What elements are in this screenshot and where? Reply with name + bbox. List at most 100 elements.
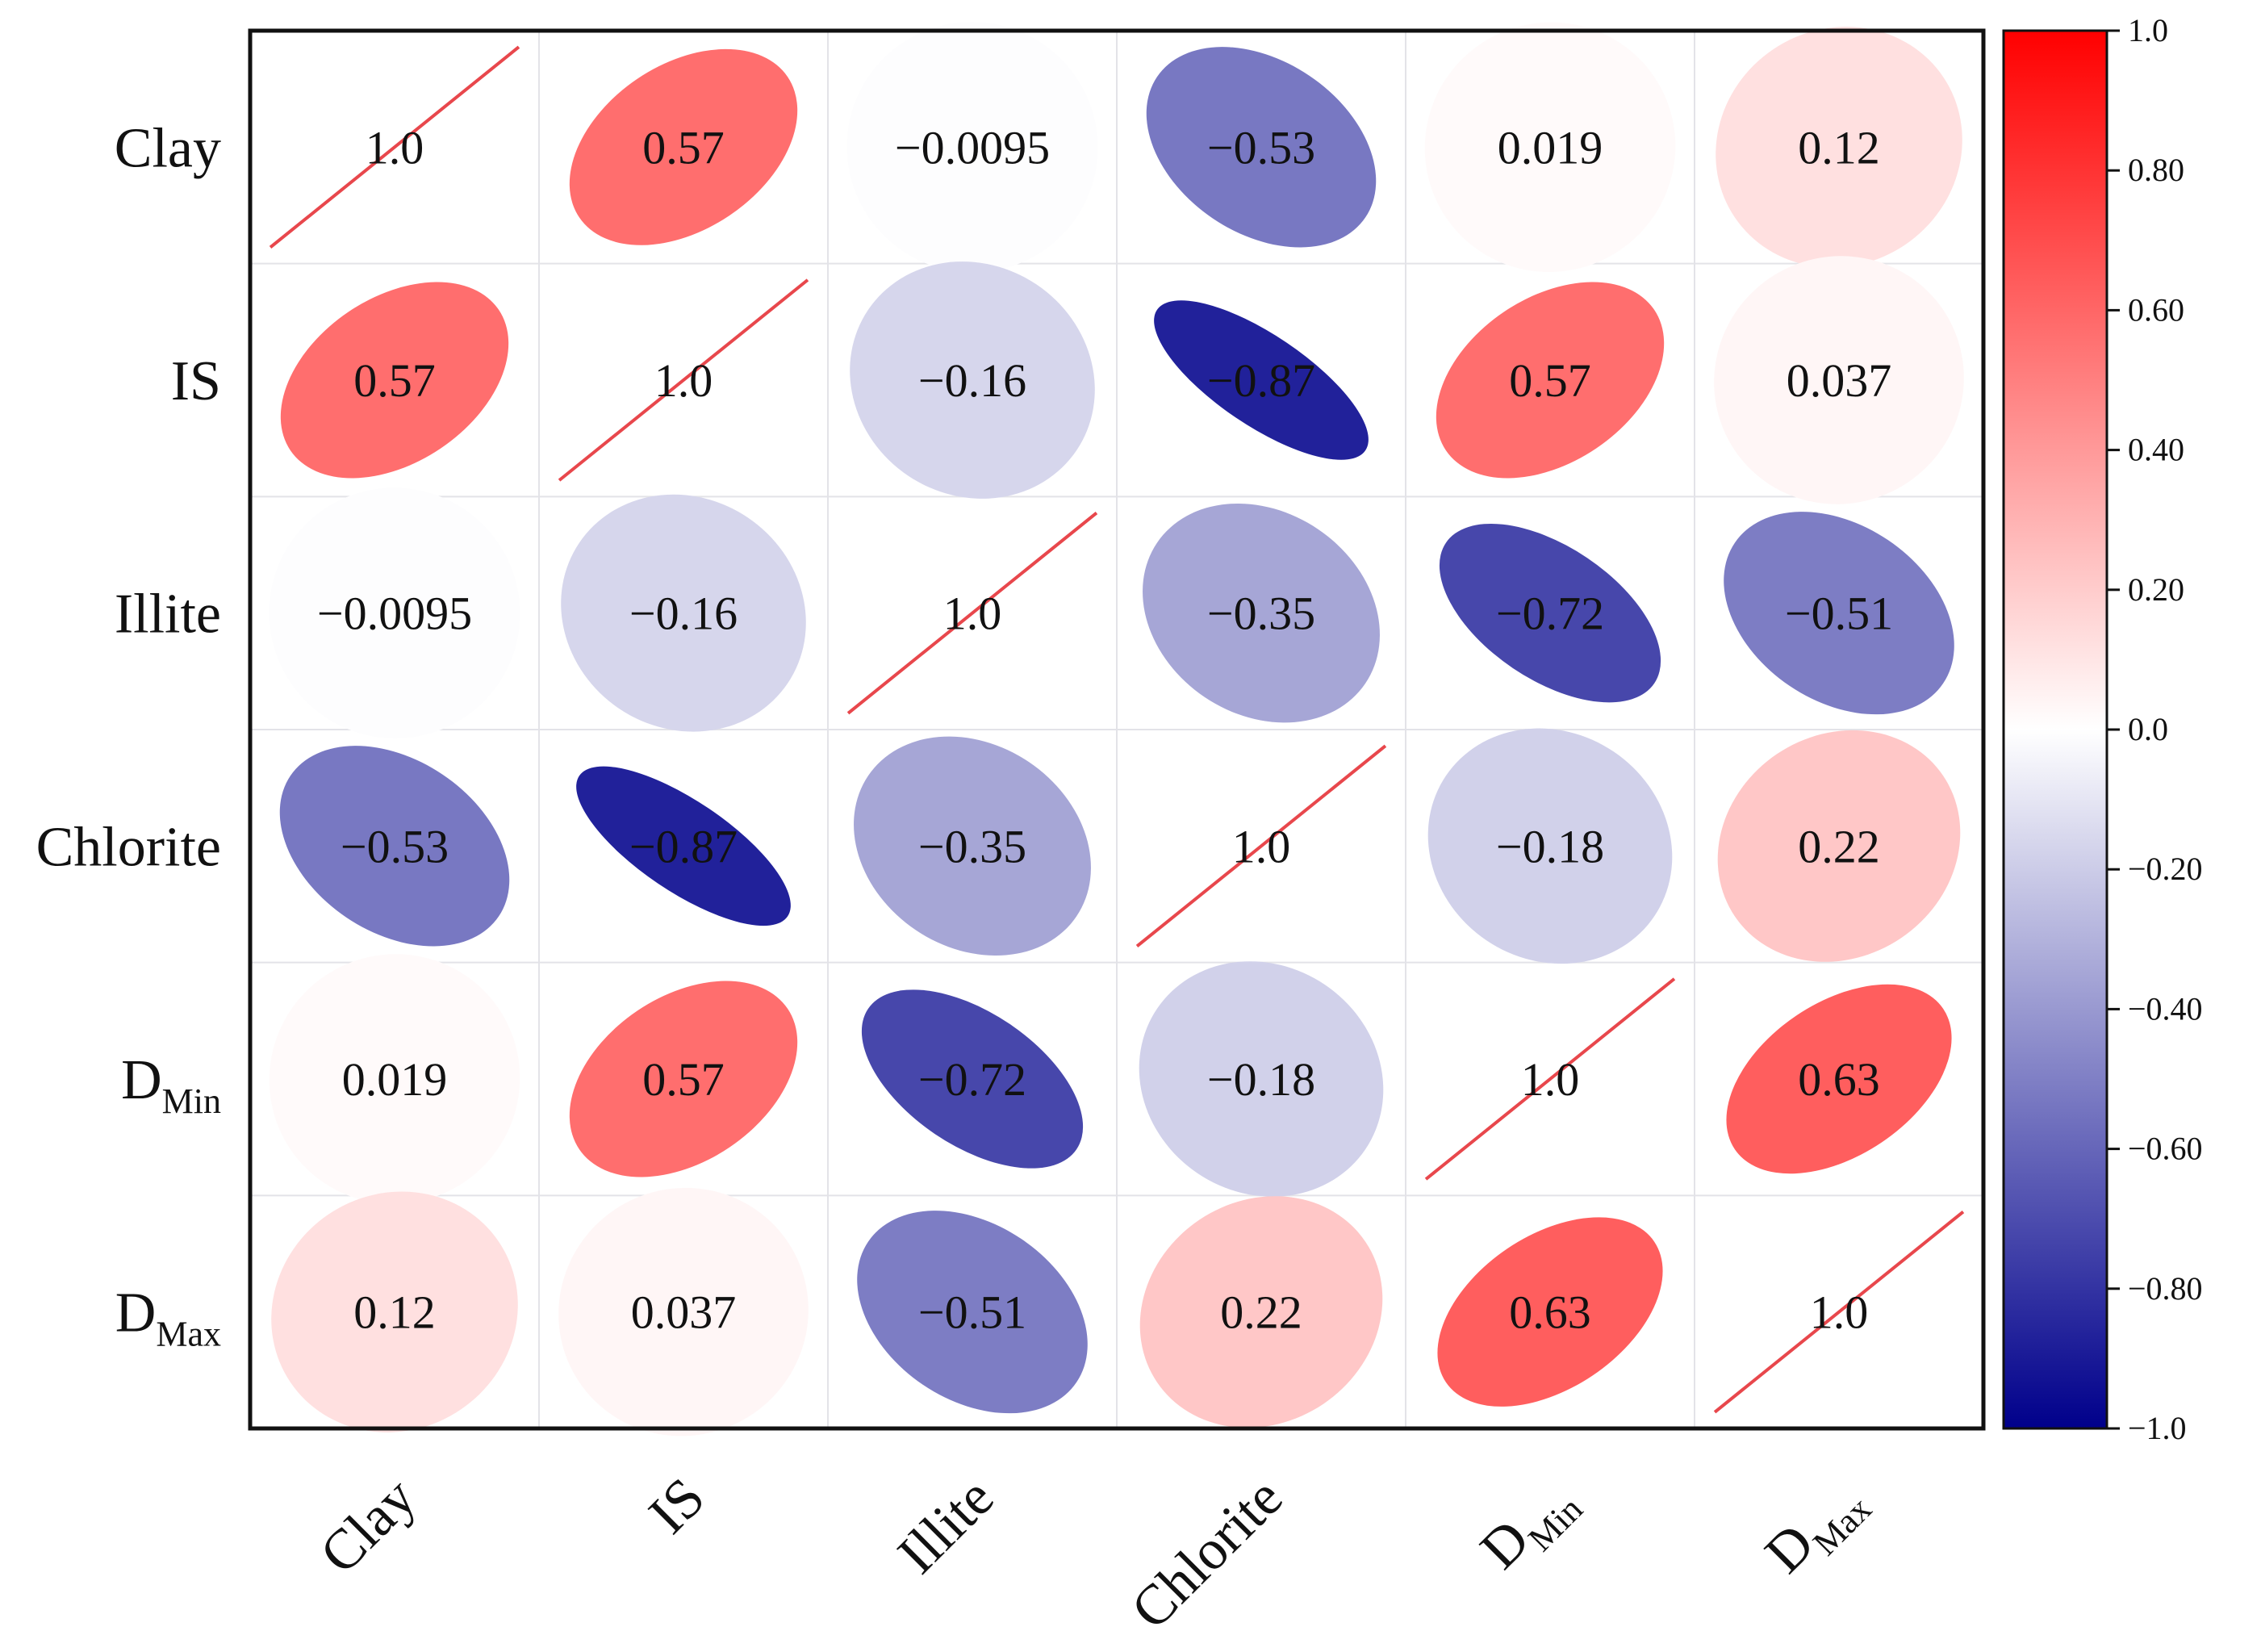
cell-value-label: 0.12 — [353, 1286, 436, 1339]
cell-value-label: 1.0 — [1810, 1286, 1869, 1339]
correlation-ellipse — [561, 494, 806, 732]
correlation-ellipse — [269, 954, 520, 1204]
colorbar-tick-label: 0.80 — [2128, 152, 2184, 188]
correlation-ellipse — [854, 736, 1091, 956]
matrix-cell: 0.57 — [280, 282, 509, 479]
cell-value-label: −0.16 — [918, 354, 1026, 407]
cell-value-label: −0.72 — [918, 1053, 1026, 1106]
correlation-ellipse — [1439, 523, 1661, 703]
cell-value-label: 0.57 — [1509, 354, 1591, 407]
colorbar-tick-label: 0.0 — [2128, 711, 2168, 747]
matrix-cell: −0.51 — [857, 1211, 1088, 1414]
diagonal-line — [1135, 744, 1387, 948]
cell-value-label: 0.57 — [353, 354, 436, 407]
colorbar: 1.0 0.80 0.60 0.40 0.20 0.0 −0.20 −0.40 −0.60 −0.… — [2002, 12, 2203, 1446]
correlation-ellipse — [576, 766, 791, 926]
correlation-ellipse — [269, 487, 520, 738]
correlation-ellipse — [1427, 728, 1673, 964]
correlation-ellipse — [1437, 1217, 1663, 1407]
cell-value-label: 0.63 — [1509, 1286, 1591, 1339]
matrix-cell: −0.35 — [854, 736, 1091, 956]
cell-value-label: 0.57 — [642, 121, 725, 174]
correlation-ellipse — [850, 261, 1095, 499]
diagonal-line — [1713, 1210, 1965, 1414]
cell-value-label: −0.87 — [629, 820, 738, 872]
y-axis-label: Illite — [115, 583, 221, 646]
colorbar-tick-label: −1.0 — [2128, 1410, 2187, 1446]
cell-value-label: 1.0 — [1232, 820, 1291, 872]
matrix-cell: −0.53 — [279, 746, 510, 947]
correlation-ellipse — [1139, 1196, 1383, 1428]
cell-value-label: −0.35 — [1207, 588, 1315, 640]
x-axis-label: Illite — [886, 1466, 1005, 1586]
matrix-cell: 1.0 — [1135, 744, 1387, 948]
y-axis-label: DMin — [121, 1049, 221, 1121]
cell-value-label: 1.0 — [1521, 1053, 1580, 1106]
y-axis-label: Clay — [115, 117, 221, 179]
correlation-ellipse — [1154, 300, 1369, 460]
cell-value-label: −0.53 — [341, 820, 449, 872]
x-axis-label: IS — [637, 1466, 717, 1545]
matrix-cell: 1.0 — [1424, 977, 1676, 1181]
matrix-cell: 0.22 — [1717, 730, 1961, 962]
cell-value-label: 1.0 — [654, 354, 713, 407]
colorbar-tick-label: −0.20 — [2128, 851, 2203, 887]
matrix-cell: 0.57 — [569, 48, 798, 245]
matrix-cell: 0.63 — [1437, 1217, 1663, 1407]
cell-value-label: −0.35 — [918, 820, 1026, 872]
cell-value-label: −0.18 — [1207, 1053, 1315, 1106]
cell-value-label: 1.0 — [366, 121, 424, 174]
correlation-ellipse — [1436, 282, 1665, 479]
correlation-ellipse — [271, 1191, 518, 1432]
x-axis-labels: Clay IS Illite Chlorite DMin DMax — [308, 1466, 1879, 1642]
correlation-ellipse — [1726, 984, 1952, 1174]
matrix-cell: 1.0 — [558, 278, 809, 482]
correlation-ellipse — [1146, 47, 1377, 248]
correlation-ellipse — [1424, 22, 1676, 273]
matrix-cell: −0.51 — [1724, 512, 1954, 715]
matrix-cell: 0.12 — [1716, 27, 1962, 268]
matrix-cell: −0.0095 — [269, 487, 520, 738]
correlation-ellipse — [861, 989, 1084, 1169]
y-axis-label: IS — [171, 350, 221, 412]
matrix-cell: 1.0 — [846, 511, 1098, 715]
matrix-cell: 0.57 — [1436, 282, 1665, 479]
colorbar-gradient — [2002, 29, 2108, 1430]
diagonal-line — [269, 45, 520, 249]
cell-value-label: 0.037 — [631, 1286, 737, 1339]
correlation-ellipse — [279, 746, 510, 947]
y-axis-labels: Clay IS Illite Chlorite DMin DMax — [36, 117, 221, 1353]
correlation-ellipse — [1139, 961, 1384, 1197]
colorbar-tick-label: −0.80 — [2128, 1270, 2203, 1307]
colorbar-tick-label: −0.60 — [2128, 1131, 2203, 1167]
matrix-cell: −0.87 — [576, 766, 791, 926]
cell-value-label: −0.51 — [1785, 588, 1893, 640]
x-axis-label: DMin — [1469, 1466, 1590, 1588]
cell-value-label: −0.72 — [1496, 588, 1604, 640]
cell-value-label: −0.87 — [1207, 354, 1315, 407]
matrix-cell: 0.019 — [1424, 22, 1676, 273]
correlation-ellipse — [1716, 27, 1962, 268]
cell-value-label: −0.0095 — [317, 588, 472, 640]
matrix-cell: −0.16 — [561, 494, 806, 732]
correlation-ellipse — [1143, 503, 1380, 723]
grid-lines — [250, 31, 1983, 1428]
matrix-cell: 1.0 — [1713, 1210, 1965, 1414]
x-axis-label: DMax — [1753, 1466, 1879, 1592]
x-axis-label: Chlorite — [1120, 1466, 1295, 1642]
cell-value-label: −0.16 — [629, 588, 738, 640]
matrix-cell: −0.18 — [1139, 961, 1384, 1197]
diagonal-line — [846, 511, 1098, 715]
correlation-ellipse — [569, 48, 798, 245]
matrix-cell: 0.037 — [558, 1187, 809, 1437]
matrix-cell: −0.72 — [861, 989, 1084, 1169]
colorbar-tick-label: 0.40 — [2128, 432, 2184, 468]
correlation-ellipse — [846, 22, 1098, 273]
correlation-ellipse — [1714, 256, 1964, 504]
colorbar-tick-label: 0.60 — [2128, 291, 2184, 328]
matrix-cell: 0.037 — [1714, 256, 1964, 504]
colorbar-tick-label: 1.0 — [2128, 12, 2168, 48]
cell-value-label: 0.63 — [1798, 1053, 1880, 1106]
matrix-cell: −0.87 — [1154, 300, 1369, 460]
